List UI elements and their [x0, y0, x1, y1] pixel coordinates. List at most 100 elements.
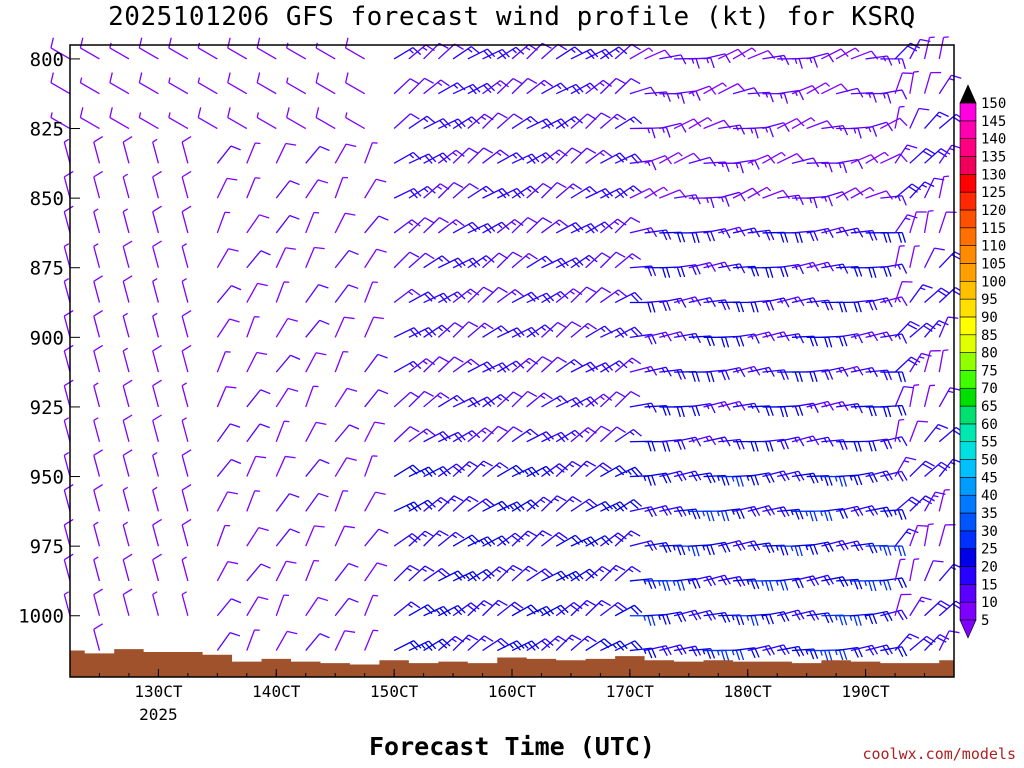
- wind-barb: [923, 523, 934, 547]
- wind-barb: [275, 354, 301, 373]
- wind-barb: [438, 82, 466, 95]
- wind-barb: [673, 609, 702, 621]
- wind-barb: [688, 575, 716, 587]
- wind-barb: [600, 640, 628, 652]
- wind-barb: [393, 564, 420, 582]
- wind-barb: [511, 390, 538, 408]
- wind-barb: [865, 470, 893, 482]
- wind-barb: [275, 594, 290, 616]
- wind-barb: [246, 527, 269, 547]
- wind-barb: [482, 462, 509, 478]
- wind-barb: [600, 152, 628, 164]
- colorbar-tick-label: 85: [981, 328, 998, 344]
- wind-barb: [614, 357, 642, 373]
- wind-barb: [688, 156, 717, 167]
- x-axis-label: Forecast Time (UTC): [369, 732, 655, 761]
- wind-barb: [850, 542, 878, 554]
- wind-barb: [393, 391, 420, 408]
- wind-barb: [614, 604, 643, 617]
- wind-barb: [246, 490, 260, 512]
- wind-barb: [393, 640, 422, 652]
- wind-barb: [482, 112, 508, 129]
- wind-barb: [181, 591, 189, 616]
- wind-barb: [364, 316, 384, 338]
- wind-barb: [452, 634, 479, 652]
- wind-barb: [673, 118, 702, 130]
- wind-barb: [629, 540, 658, 551]
- wind-barb: [923, 210, 934, 234]
- colorbar-swatch: [959, 477, 977, 496]
- wind-barb: [452, 83, 481, 95]
- wind-barb: [688, 117, 713, 130]
- wind-barb: [467, 286, 493, 303]
- colorbar-tick-label: 10: [981, 595, 998, 611]
- wind-barb: [703, 611, 731, 623]
- wind-barb: [762, 231, 789, 243]
- wind-barb: [703, 369, 730, 381]
- wind-barb: [585, 500, 613, 512]
- wind-barb: [256, 112, 277, 130]
- wind-barb: [93, 208, 101, 234]
- wind-barb: [93, 521, 101, 547]
- wind-barb: [496, 464, 525, 478]
- wind-barb: [246, 389, 271, 408]
- wind-barb: [600, 601, 627, 617]
- wind-barb: [762, 54, 790, 66]
- wind-barb: [364, 491, 386, 512]
- wind-barb: [408, 390, 434, 408]
- colorbar-tick-label: 90: [981, 310, 998, 326]
- wind-barb: [246, 316, 260, 338]
- wind-barb: [718, 575, 746, 587]
- wind-barb: [511, 428, 539, 443]
- y-tick-label: 925: [30, 397, 64, 419]
- wind-barb: [674, 371, 700, 382]
- wind-barb: [909, 384, 920, 408]
- wind-barb: [467, 460, 493, 478]
- wind-barb: [122, 275, 133, 303]
- wind-barb: [570, 498, 598, 512]
- wind-barb: [334, 176, 349, 199]
- colorbar-swatch: [959, 209, 977, 229]
- wind-barb: [909, 495, 935, 512]
- wind-barb: [408, 217, 435, 234]
- wind-barb: [644, 300, 671, 312]
- wind-barb: [246, 629, 260, 651]
- wind-barb: [334, 630, 356, 651]
- wind-barb: [364, 389, 389, 408]
- wind-barb: [482, 286, 508, 304]
- wind-barb: [275, 214, 300, 234]
- wind-barb: [423, 356, 449, 373]
- wind-barb: [865, 121, 893, 132]
- wind-barb: [511, 77, 538, 95]
- wind-barb: [152, 451, 160, 477]
- wind-barb: [452, 288, 480, 304]
- wind-barb: [614, 466, 643, 478]
- wind-barb: [570, 599, 597, 617]
- wind-barb: [334, 597, 359, 617]
- wind-barb: [152, 170, 162, 199]
- wind-barb: [688, 261, 717, 272]
- wind-barb: [364, 421, 386, 443]
- colorbar-swatch: [959, 191, 977, 211]
- wind-barb: [880, 577, 908, 589]
- wind-barb: [585, 221, 613, 234]
- wind-barb: [256, 37, 277, 60]
- wind-barb: [924, 320, 949, 338]
- wind-barb: [423, 118, 451, 130]
- wind-barb: [305, 284, 329, 303]
- wind-barb: [408, 185, 436, 199]
- wind-barb: [570, 286, 597, 303]
- wind-barb: [275, 281, 290, 303]
- wind-barb: [152, 379, 162, 408]
- colorbar-swatch: [959, 423, 977, 443]
- wind-barb: [673, 470, 702, 482]
- wind-barb: [246, 596, 269, 617]
- wind-barb: [880, 58, 906, 70]
- wind-barb: [467, 147, 494, 164]
- wind-barb: [938, 316, 959, 338]
- wind-barb: [938, 524, 956, 547]
- wind-barb: [275, 180, 300, 199]
- wind-barb: [865, 506, 893, 518]
- colorbar-tick-label: 80: [981, 346, 998, 362]
- wind-barb: [452, 430, 481, 443]
